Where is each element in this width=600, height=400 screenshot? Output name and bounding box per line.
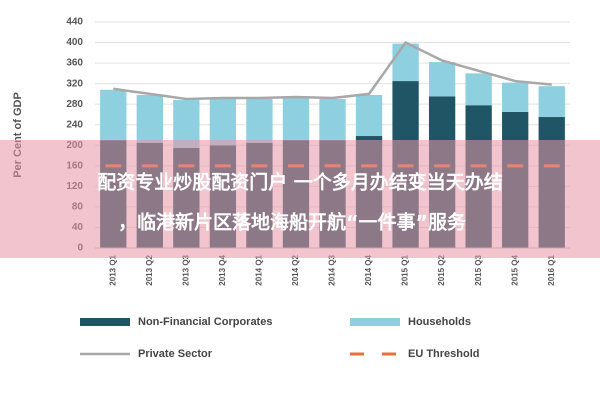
y-tick-label: 400 bbox=[66, 37, 83, 48]
bar bbox=[319, 99, 346, 141]
x-tick-label: 2013 Q3 bbox=[181, 254, 190, 285]
bar bbox=[100, 89, 127, 141]
x-tick-label: 2016 Q1 bbox=[547, 254, 556, 285]
bar bbox=[209, 99, 237, 146]
y-tick-label: 320 bbox=[66, 78, 83, 89]
x-tick-label: 2013 Q4 bbox=[218, 254, 227, 285]
x-tick-label: 2014 Q4 bbox=[364, 254, 373, 285]
y-tick-label: 280 bbox=[66, 99, 83, 110]
legend-swatch bbox=[80, 318, 130, 326]
x-tick-label: 2014 Q2 bbox=[291, 254, 300, 285]
bar bbox=[246, 99, 273, 143]
x-tick-label: 2014 Q1 bbox=[255, 254, 264, 285]
x-tick-label: 2013 Q2 bbox=[145, 254, 154, 285]
y-tick-label: 360 bbox=[66, 58, 83, 69]
x-tick-label: 2014 Q3 bbox=[328, 254, 337, 285]
bar bbox=[136, 94, 163, 143]
bar bbox=[282, 98, 310, 141]
x-tick-label: 2015 Q2 bbox=[437, 254, 446, 285]
legend-swatch bbox=[350, 318, 400, 326]
line bbox=[113, 40, 552, 101]
legend-label: Non-Financial Corporates bbox=[138, 316, 272, 328]
x-tick-label: 2015 Q3 bbox=[474, 254, 483, 285]
bar bbox=[392, 43, 419, 82]
bar bbox=[502, 82, 529, 112]
bar bbox=[355, 94, 383, 137]
y-tick-label: 440 bbox=[66, 17, 83, 28]
bar bbox=[428, 62, 456, 97]
banner-band bbox=[0, 140, 600, 258]
legend-label: Private Sector bbox=[138, 348, 213, 360]
y-tick-label: 240 bbox=[66, 119, 83, 130]
bar bbox=[538, 86, 565, 118]
bar bbox=[173, 100, 200, 148]
bar bbox=[465, 73, 492, 106]
x-tick-label: 2013 Q1 bbox=[108, 254, 117, 285]
legend-label: EU Threshold bbox=[408, 348, 480, 360]
banner-text: 配资专业炒股配资门户 一个多月办结变当天办结 bbox=[97, 171, 503, 194]
x-tick-label: 2015 Q1 bbox=[401, 254, 410, 285]
x-tick-label: 2015 Q4 bbox=[510, 254, 519, 285]
banner-text: ，临港新片区落地海船开航“一件事”服务 bbox=[118, 211, 467, 234]
legend-label: Households bbox=[408, 316, 471, 328]
